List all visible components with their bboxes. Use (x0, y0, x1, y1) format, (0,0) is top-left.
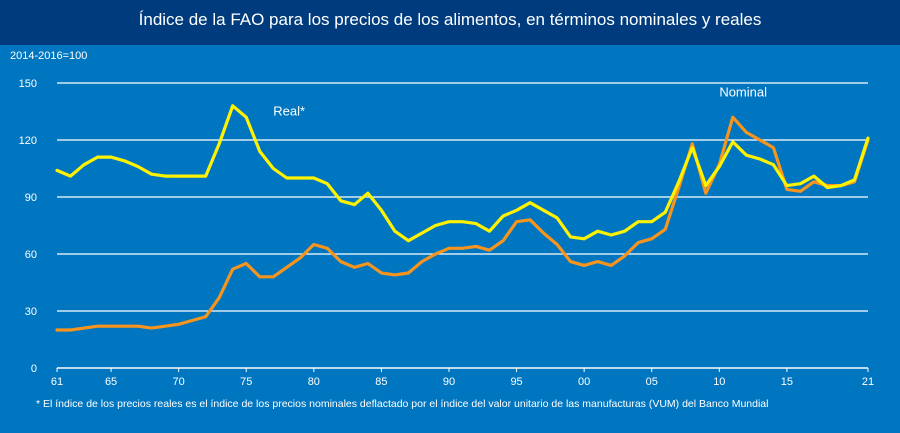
x-tick-label: 00 (578, 376, 590, 388)
y-tick-label: 60 (25, 249, 37, 261)
chart-title: Índice de la FAO para los precios de los… (138, 10, 762, 29)
title-band (0, 0, 900, 45)
x-tick-label: 75 (240, 376, 252, 388)
x-tick-label: 95 (510, 376, 522, 388)
x-tick-label: 65 (105, 376, 117, 388)
y-tick-label: 30 (25, 306, 37, 318)
y-tick-label: 0 (31, 363, 37, 375)
x-tick-label: 90 (443, 376, 455, 388)
series-line-nominal (55, 115, 870, 332)
series-annotations: Real* Nominal (273, 84, 767, 118)
x-tick-label: 15 (781, 376, 793, 388)
x-tick-label: 21 (862, 376, 874, 388)
x-tick-label: 70 (173, 376, 185, 388)
x-tick-label: 05 (646, 376, 658, 388)
y-axis-ticks: 0 30 60 90 120 150 (19, 78, 37, 375)
x-tick-label: 85 (375, 376, 387, 388)
x-tick-label: 61 (51, 376, 63, 388)
x-axis-ticks: 61 65 70 75 80 85 90 95 00 05 10 15 21 (51, 368, 874, 388)
series-line-real (55, 104, 870, 243)
annotation-real: Real* (273, 103, 305, 118)
footnote: * El índice de los precios reales es el … (36, 398, 769, 410)
x-tick-label: 10 (713, 376, 725, 388)
y-axis-base-label: 2014-2016=100 (10, 50, 88, 62)
series-lines (55, 104, 870, 332)
y-tick-label: 90 (25, 192, 37, 204)
y-tick-label: 150 (19, 78, 37, 90)
y-tick-label: 120 (19, 135, 37, 147)
annotation-nominal: Nominal (719, 84, 767, 99)
x-tick-label: 80 (308, 376, 320, 388)
gridlines (57, 82, 868, 369)
